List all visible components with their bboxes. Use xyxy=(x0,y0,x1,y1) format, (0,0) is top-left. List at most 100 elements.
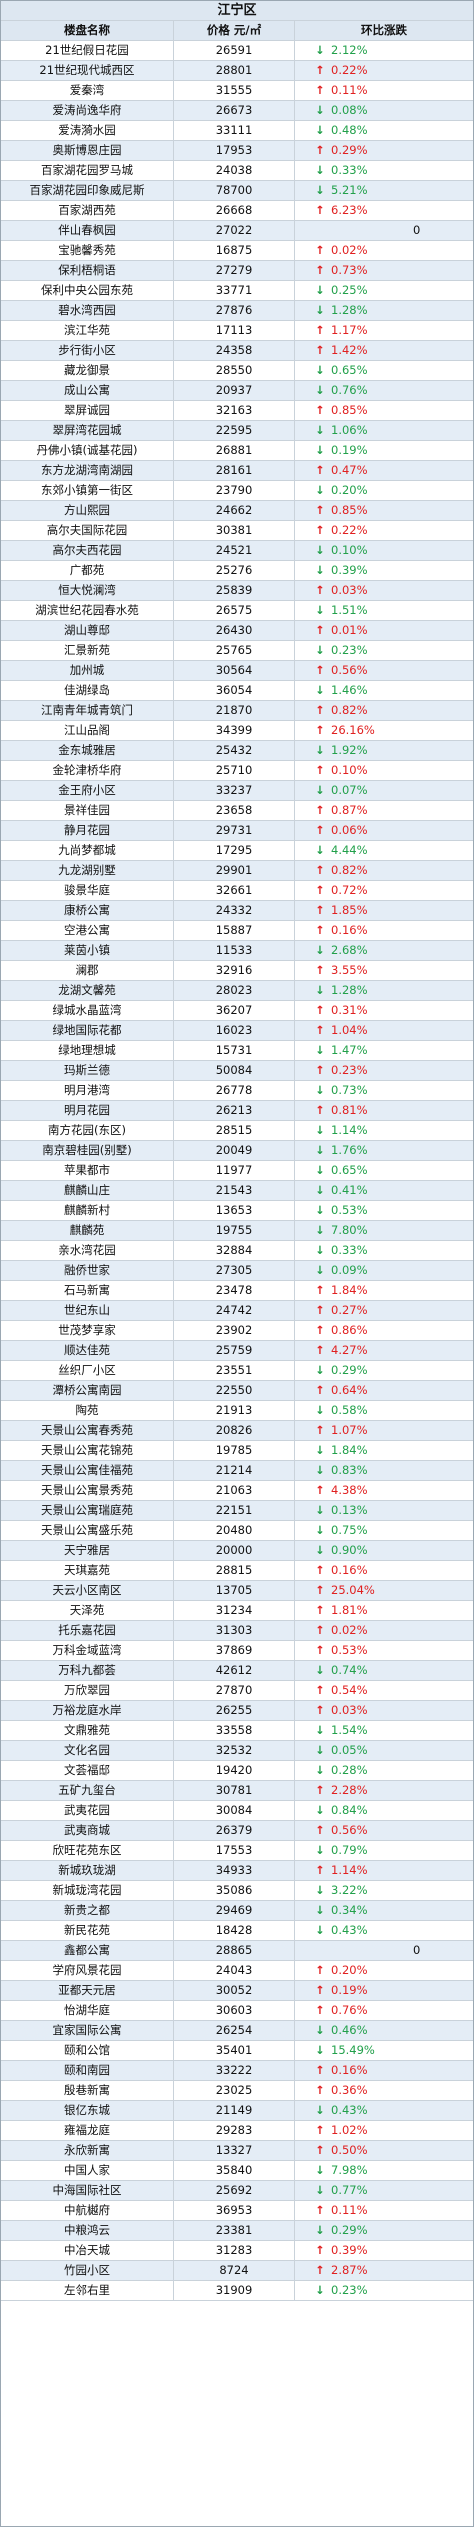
estate-name: 景祥佳园 xyxy=(1,801,174,820)
table-row: 中海国际社区 25692 ↓ 0.77% xyxy=(1,2181,473,2201)
arrow-down-icon: ↓ xyxy=(315,123,325,137)
estate-price: 24521 xyxy=(174,541,295,560)
arrow-down-icon: ↓ xyxy=(315,1763,325,1777)
estate-name: 南京碧桂园(别墅) xyxy=(1,1141,174,1160)
table-row: 武夷商城 26379 ↑ 0.56% xyxy=(1,1821,473,1841)
estate-price: 30084 xyxy=(174,1801,295,1820)
table-row: 爱涛漪水园 33111 ↓ 0.48% xyxy=(1,121,473,141)
arrow-up-icon: ↑ xyxy=(315,343,325,357)
arrow-up-icon: ↑ xyxy=(315,1783,325,1797)
estate-name: 金轮津桥华府 xyxy=(1,761,174,780)
estate-price: 42612 xyxy=(174,1661,295,1680)
change-value: 0.82% xyxy=(331,863,368,877)
estate-price: 21214 xyxy=(174,1461,295,1480)
estate-change: ↑ 1.42% xyxy=(295,341,473,360)
estate-price: 20826 xyxy=(174,1421,295,1440)
arrow-up-icon: ↑ xyxy=(315,83,325,97)
change-value: 0.86% xyxy=(331,1323,368,1337)
estate-change: ↓ 0.05% xyxy=(295,1741,473,1760)
estate-price: 34399 xyxy=(174,721,295,740)
table-row: 万欣翠园 27870 ↑ 0.54% xyxy=(1,1681,473,1701)
change-value: 0.05% xyxy=(331,1743,368,1757)
estate-change: ↑ 0.06% xyxy=(295,821,473,840)
estate-price: 26254 xyxy=(174,2021,295,2040)
estate-change: ↑ 4.38% xyxy=(295,1481,473,1500)
estate-price: 24358 xyxy=(174,341,295,360)
estate-name: 学府风景花园 xyxy=(1,1961,174,1980)
table-row: 翠屏湾花园城 22595 ↓ 1.06% xyxy=(1,421,473,441)
estate-change: ↑ 0.22% xyxy=(295,521,473,540)
arrow-up-icon: ↑ xyxy=(315,1623,325,1637)
table-row: 爱涛尚逸华府 26673 ↓ 0.08% xyxy=(1,101,473,121)
table-row: 麒麟苑 19755 ↓ 7.80% xyxy=(1,1221,473,1241)
estate-price: 78700 xyxy=(174,181,295,200)
estate-change: ↑ 4.27% xyxy=(295,1341,473,1360)
change-value: 0.87% xyxy=(331,803,368,817)
estate-name: 加州城 xyxy=(1,661,174,680)
estate-price: 21543 xyxy=(174,1181,295,1200)
estate-change: ↓ 0.28% xyxy=(295,1761,473,1780)
estate-name: 万欣翠园 xyxy=(1,1681,174,1700)
table-row: 骏景华庭 32661 ↑ 0.72% xyxy=(1,881,473,901)
estate-name: 五矿九玺台 xyxy=(1,1781,174,1800)
table-row: 21世纪假日花园 26591 ↓ 2.12% xyxy=(1,41,473,61)
estate-change: ↓ 0.84% xyxy=(295,1801,473,1820)
change-value: 0 xyxy=(413,1943,421,1957)
change-value: 0.10% xyxy=(331,543,368,557)
estate-name: 苹果都市 xyxy=(1,1161,174,1180)
change-value: 0.16% xyxy=(331,1563,368,1577)
arrow-down-icon: ↓ xyxy=(315,1363,325,1377)
arrow-down-icon: ↓ xyxy=(315,283,325,297)
estate-change: ↑ 0.85% xyxy=(295,501,473,520)
change-value: 0.56% xyxy=(331,1823,368,1837)
estate-price: 28023 xyxy=(174,981,295,1000)
arrow-down-icon: ↓ xyxy=(315,1223,325,1237)
arrow-up-icon: ↑ xyxy=(315,1643,325,1657)
change-value: 1.28% xyxy=(331,303,368,317)
arrow-up-icon: ↑ xyxy=(315,1383,325,1397)
estate-price: 31283 xyxy=(174,2241,295,2260)
estate-change: ↑ 0.82% xyxy=(295,861,473,880)
table-row: 陶苑 21913 ↓ 0.58% xyxy=(1,1401,473,1421)
arrow-down-icon: ↓ xyxy=(315,483,325,497)
estate-change: ↓ 0.34% xyxy=(295,1901,473,1920)
arrow-down-icon: ↓ xyxy=(315,603,325,617)
change-value: 0.11% xyxy=(331,2203,368,2217)
arrow-up-icon: ↑ xyxy=(315,2083,325,2097)
estate-change: ↑ 1.84% xyxy=(295,1281,473,1300)
change-value: 1.17% xyxy=(331,323,368,337)
table-row: 武夷花园 30084 ↓ 0.84% xyxy=(1,1801,473,1821)
table-row: 湖滨世纪花园春水苑 26575 ↓ 1.51% xyxy=(1,601,473,621)
estate-name: 绿地国际花都 xyxy=(1,1021,174,1040)
arrow-up-icon: ↑ xyxy=(315,763,325,777)
estate-price: 19785 xyxy=(174,1441,295,1460)
estate-price: 23025 xyxy=(174,2081,295,2100)
estate-change: ↓ 4.44% xyxy=(295,841,473,860)
estate-name: 翠屏诚园 xyxy=(1,401,174,420)
arrow-up-icon: ↑ xyxy=(315,1603,325,1617)
table-row: 宜家国际公寓 26254 ↓ 0.46% xyxy=(1,2021,473,2041)
change-value: 0.20% xyxy=(331,483,368,497)
estate-name: 麒麟苑 xyxy=(1,1221,174,1240)
estate-change: ↓ 0.39% xyxy=(295,561,473,580)
table-row: 新民花苑 18428 ↓ 0.43% xyxy=(1,1921,473,1941)
estate-price: 28515 xyxy=(174,1121,295,1140)
estate-name: 丹佛小镇(诚基花园) xyxy=(1,441,174,460)
arrow-up-icon: ↑ xyxy=(315,1983,325,1997)
table-row: 东郊小镇第一街区 23790 ↓ 0.20% xyxy=(1,481,473,501)
estate-name: 新城珑湾花园 xyxy=(1,1881,174,1900)
header-change: 环比涨跌 xyxy=(361,23,407,37)
estate-price: 28161 xyxy=(174,461,295,480)
arrow-up-icon: ↑ xyxy=(315,903,325,917)
change-value: 0.29% xyxy=(331,1363,368,1377)
change-value: 0.02% xyxy=(331,1623,368,1637)
estate-change: ↑ 0.11% xyxy=(295,2201,473,2220)
table-row: 天景山公寓春秀苑 20826 ↑ 1.07% xyxy=(1,1421,473,1441)
estate-name: 鑫都公寓 xyxy=(1,1941,174,1960)
estate-change: ↓ 0.76% xyxy=(295,381,473,400)
estate-price: 31234 xyxy=(174,1601,295,1620)
table-row: 保利梧桐语 27279 ↑ 0.73% xyxy=(1,261,473,281)
estate-name: 万科金域蓝湾 xyxy=(1,1641,174,1660)
estate-name: 南方花园(东区) xyxy=(1,1121,174,1140)
estate-price: 25759 xyxy=(174,1341,295,1360)
